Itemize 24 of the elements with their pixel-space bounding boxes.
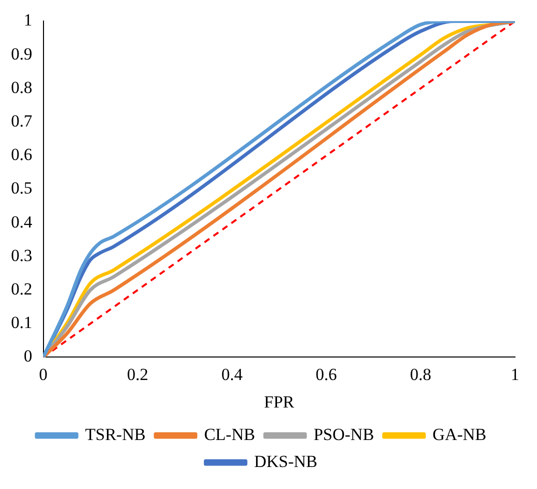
legend-label: DKS-NB [254,452,318,471]
y-tick-label: 0 [24,346,32,366]
y-tick-label: 0.6 [11,145,32,164]
x-tick-label: 0.4 [221,364,244,384]
y-tick-label: 0.1 [11,313,32,332]
legend-label: GA-NB [432,424,486,444]
x-axis-title: FPR [264,392,295,412]
legend-label: CL-NB [204,424,256,444]
line-series [43,21,515,358]
x-tick-label: 0.6 [316,364,337,384]
y-tick-label: 0.2 [11,279,32,298]
y-tick-label: 0.5 [11,178,32,198]
x-tick-label: 0.8 [410,364,432,384]
y-tick-label: 0.3 [11,246,32,265]
y-tick-label: 0.8 [11,78,32,97]
y-tick-label: 0.4 [11,212,33,232]
legend-label: TSR-NB [85,424,146,444]
y-tick-label: 0.9 [11,44,32,64]
y-tick-label: 1 [24,10,32,30]
x-tick-label: 0.2 [126,364,148,384]
x-tick-label: 0 [39,364,48,384]
legend-label: PSO-NB [314,424,374,444]
y-tick-label: 0.7 [11,111,33,130]
x-tick-label: 1 [510,364,520,384]
